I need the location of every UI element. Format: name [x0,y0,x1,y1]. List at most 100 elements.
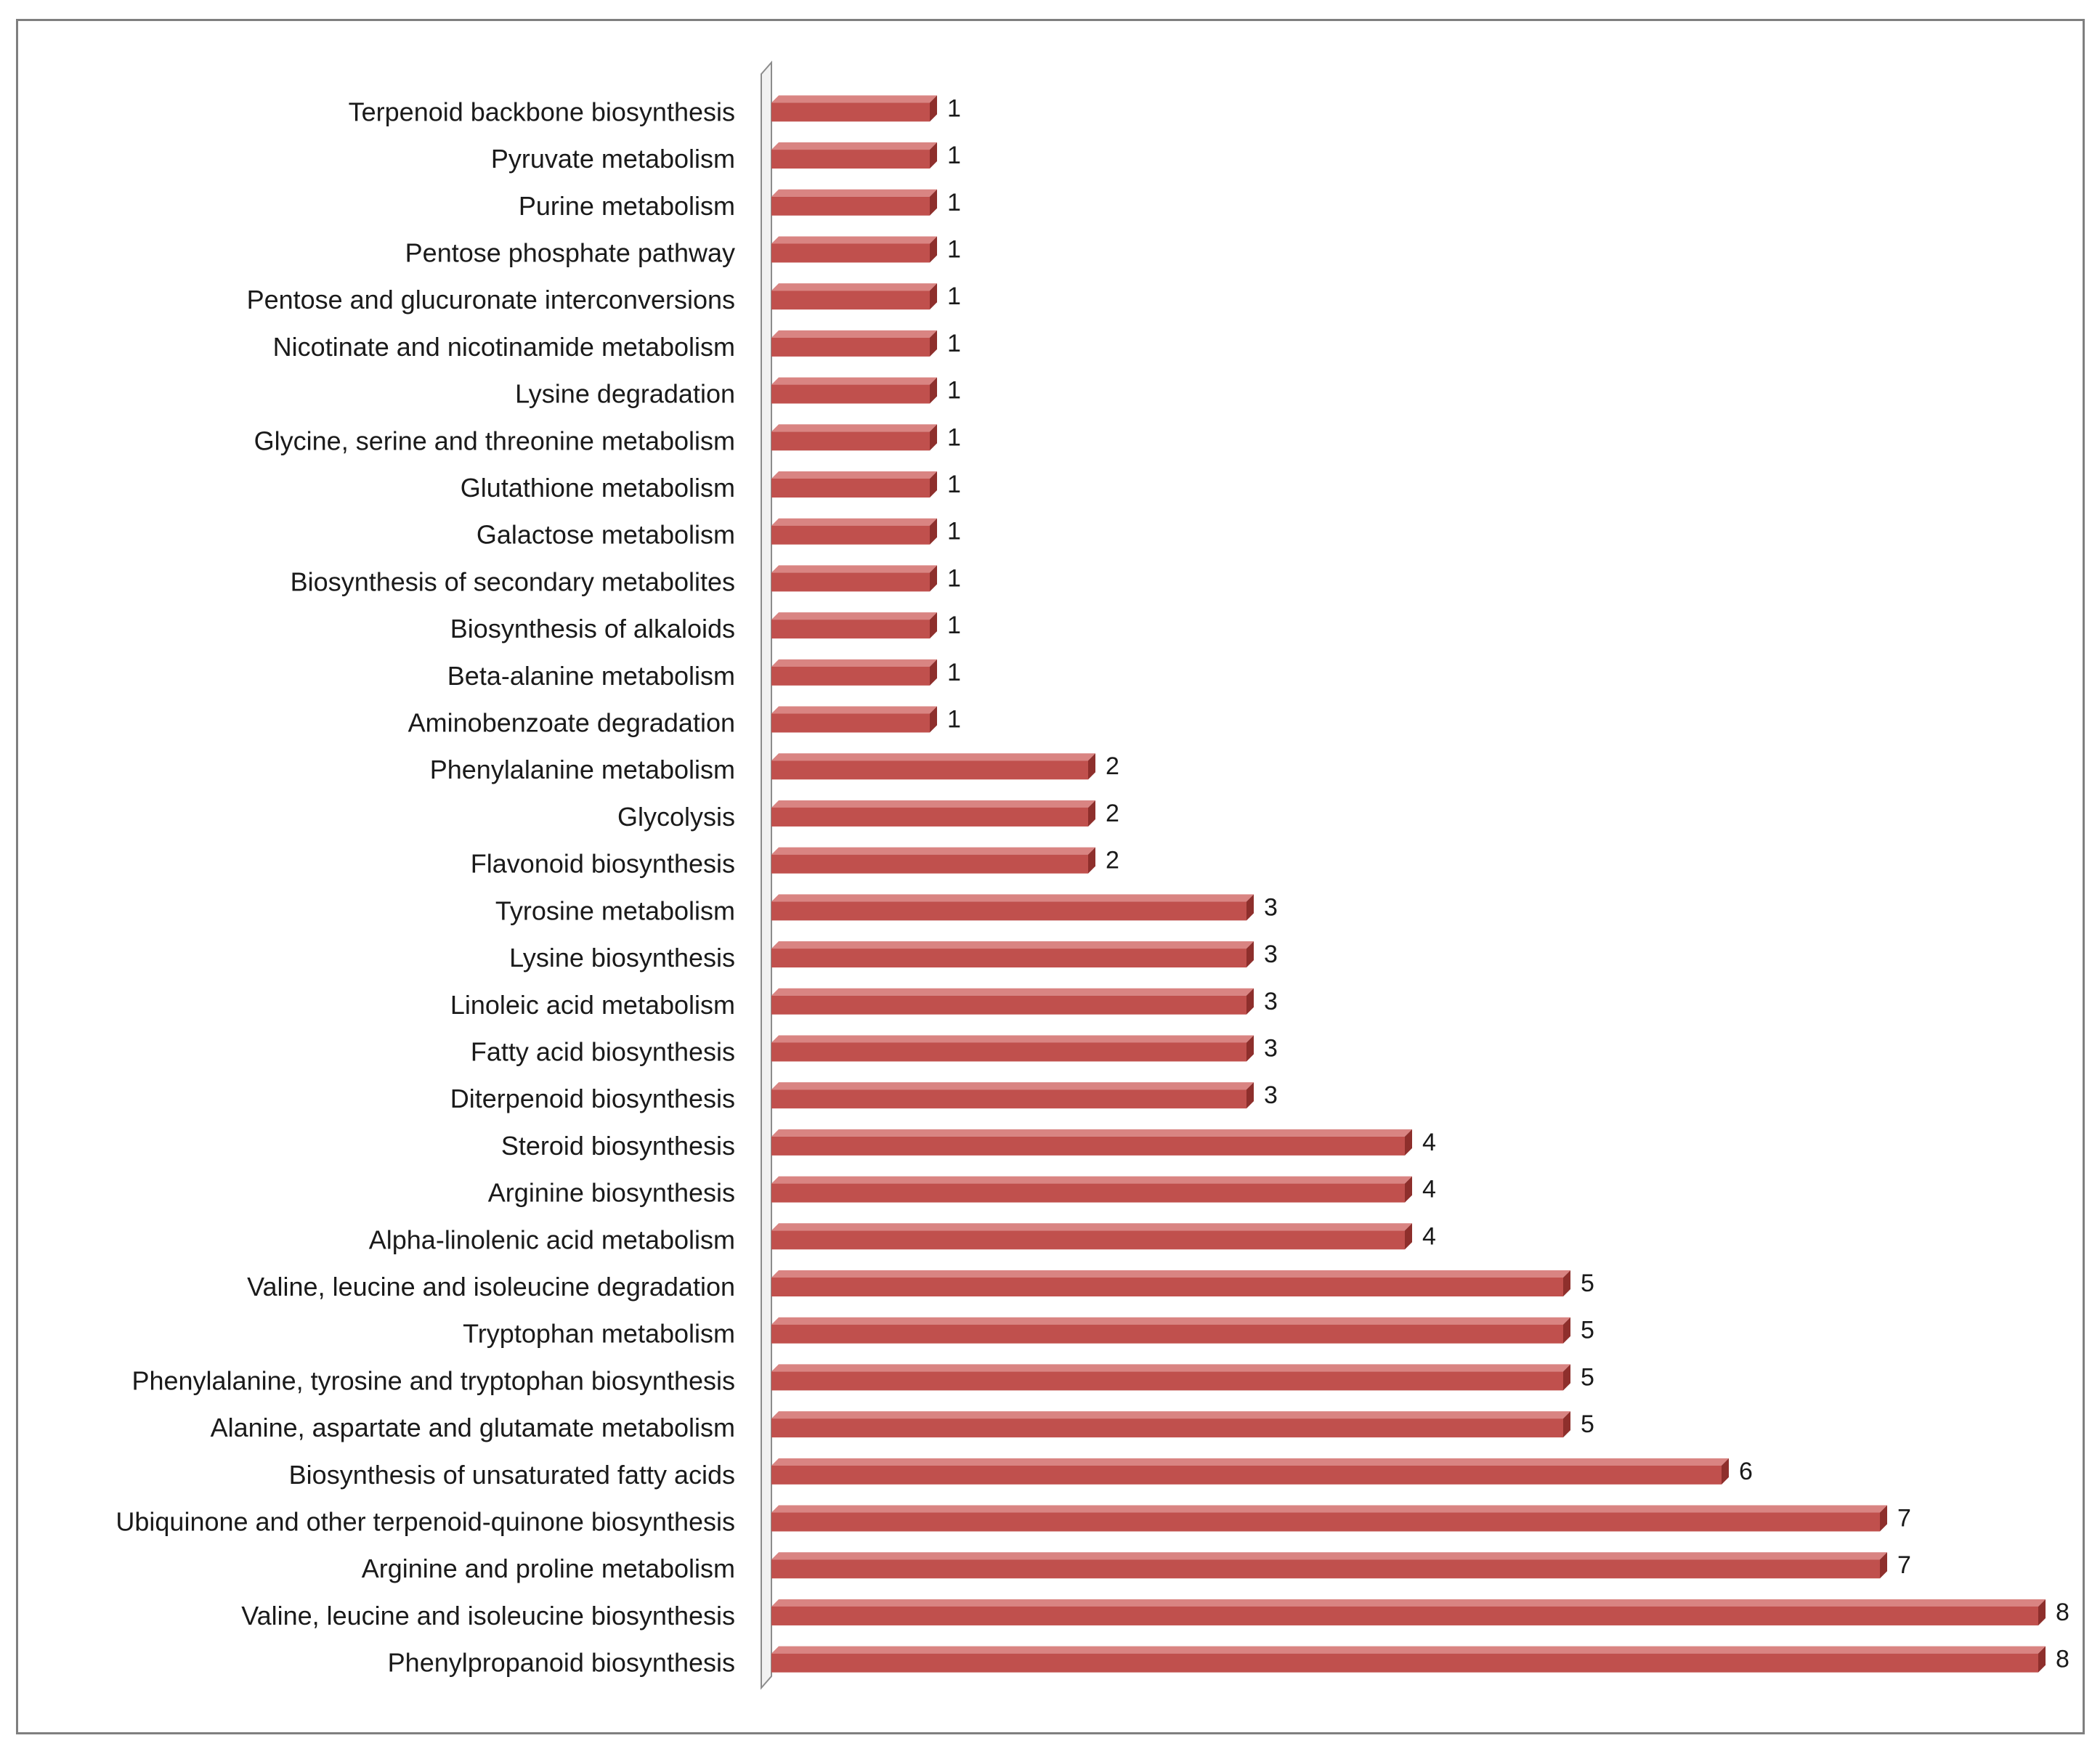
value-label: 3 [1264,1081,1278,1109]
value-label: 3 [1264,941,1278,968]
bar-top [771,518,937,526]
bar [771,142,937,169]
bar-front [771,479,930,498]
bar-side [1563,1317,1570,1344]
bar-side [930,95,937,122]
category-label: Alpha-linolenic acid metabolism [369,1225,735,1254]
bar-side [1563,1364,1570,1391]
bar-side [930,236,937,263]
category-label: Glutathione metabolism [461,473,735,503]
value-label: 1 [947,142,961,169]
bar-side [930,612,937,639]
bar [771,612,937,639]
bar-top [771,1317,1570,1325]
bar-top [771,330,937,338]
bar-side [1405,1129,1412,1156]
value-label: 1 [947,283,961,310]
bar [771,1599,2046,1625]
value-label: 6 [1739,1458,1753,1485]
bar-front [771,949,1246,968]
value-label: 1 [947,659,961,686]
bar-front [771,243,930,263]
value-label: 1 [947,94,961,122]
axis-wall [761,60,772,1690]
bar-side [930,142,937,169]
bar [771,1411,1570,1438]
bar-side [1246,988,1254,1015]
value-label: 2 [1106,847,1119,874]
bar [771,1035,1254,1062]
bar [771,753,1095,780]
bar-side [2038,1646,2046,1673]
bar [771,518,937,545]
bar-front [771,1512,1880,1532]
bar-front [771,1042,1246,1062]
category-label: Phenylpropanoid biosynthesis [388,1648,735,1678]
value-label: 3 [1264,1034,1278,1062]
bar-side [1405,1223,1412,1250]
bar [771,706,937,733]
category-label: Valine, leucine and isoleucine degradati… [247,1272,735,1302]
value-label: 1 [947,612,961,639]
bar-side [930,518,937,545]
value-labels: 1 1 1 1 1 1 1 1 1 1 1 1 1 1 2 2 2 3 3 3 3 3 4 4 4 5 5 5 5 6 7 7 8 8 [947,94,2069,1673]
value-label: 3 [1264,988,1278,1015]
bars [771,95,2046,1673]
category-label: Fatty acid biosynthesis [471,1036,735,1066]
bar-top [771,941,1254,949]
bar-top [771,894,1254,902]
bar-top [771,847,1095,855]
value-label: 5 [1581,1410,1594,1438]
bar [771,95,937,122]
bar [771,1458,1729,1485]
value-label: 1 [947,518,961,545]
bar-side [930,189,937,216]
bar [771,565,937,592]
category-labels: Terpenoid backbone biosynthesis Pyruvate … [115,97,735,1677]
bar-front [771,713,930,733]
bar-front [771,620,930,639]
bar-side [1880,1552,1887,1579]
bar-side [1246,894,1254,921]
value-label: 1 [947,330,961,357]
bar-top [771,377,937,385]
bar [771,236,937,263]
bar [771,1082,1254,1109]
bar-top [771,1364,1570,1372]
bar-front [771,995,1246,1015]
category-label: Biosynthesis of alkaloids [450,614,735,643]
bar-top [771,236,937,244]
bar-top [771,1646,2046,1654]
bar-top [771,189,937,197]
category-label: Tyrosine metabolism [495,896,735,925]
bar [771,377,937,404]
value-label: 4 [1422,1129,1436,1156]
bar-side [930,330,937,357]
bar-side [930,706,937,733]
category-label: Ubiquinone and other terpenoid-quinone b… [115,1507,735,1537]
value-label: 5 [1581,1317,1594,1344]
bar-side [1880,1505,1887,1532]
bar-top [771,1035,1254,1043]
bar-front [771,337,930,357]
bar [771,1317,1570,1344]
category-label: Arginine biosynthesis [488,1178,735,1208]
category-label: Terpenoid backbone biosynthesis [349,97,735,126]
bar-top [771,1458,1729,1466]
bar-top [771,1552,1887,1560]
category-label: Flavonoid biosynthesis [471,849,735,879]
bar-top [771,612,937,620]
bar-top [771,283,937,291]
bar-front [771,1324,1563,1344]
category-label: Pentose and glucuronate interconversions [247,285,735,314]
value-label: 8 [2056,1599,2069,1626]
bar-top [771,95,937,103]
bar-top [771,988,1254,996]
category-label: Lysine degradation [515,379,735,409]
value-label: 2 [1106,752,1119,780]
bar [771,1270,1570,1296]
bar-side [1088,847,1095,874]
value-label: 5 [1581,1363,1594,1391]
bar-side [1088,753,1095,780]
bar-side [930,565,937,592]
